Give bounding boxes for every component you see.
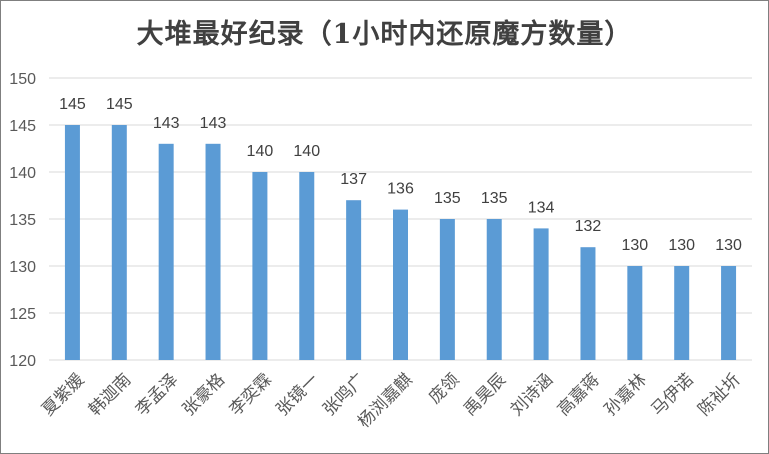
bar [299, 172, 315, 360]
bar [158, 143, 174, 360]
data-label: 135 [481, 190, 508, 207]
data-label: 130 [668, 237, 695, 254]
data-label: 140 [247, 143, 274, 160]
y-tick-label: 150 [9, 71, 36, 88]
bar [486, 219, 502, 360]
x-tick-label: 夏紫媛 [38, 370, 88, 420]
data-label: 130 [715, 237, 742, 254]
y-tick-label: 145 [9, 118, 36, 135]
x-tick-label: 禹昊辰 [460, 370, 510, 420]
y-tick-label: 140 [9, 165, 36, 182]
y-axis-ticks: 120 125 130 135 140 145 150 [9, 71, 36, 370]
data-label: 140 [293, 143, 320, 160]
x-tick-label: 李孟泽 [132, 370, 182, 420]
x-tick-label: 张镜一 [273, 370, 323, 420]
y-tick-label: 130 [9, 259, 36, 276]
data-labels: 145 145 143 143 140 140 137 136 135 135 134 132 130 1… [59, 96, 742, 254]
data-label: 132 [575, 218, 602, 235]
bar [674, 266, 690, 360]
x-tick-label: 韩迦南 [85, 370, 135, 420]
bar [64, 125, 80, 360]
bar [627, 266, 643, 360]
data-label: 130 [621, 237, 648, 254]
bars [64, 125, 737, 360]
data-label: 145 [106, 96, 133, 113]
data-label: 145 [59, 96, 86, 113]
bar [252, 172, 268, 360]
x-tick-label: 庞领 [425, 370, 463, 408]
bar [111, 125, 127, 360]
bar [533, 228, 549, 360]
bar [205, 143, 221, 360]
data-label: 135 [434, 190, 461, 207]
bar [580, 247, 596, 360]
x-tick-label: 马伊诺 [648, 370, 698, 420]
data-label: 143 [153, 115, 180, 132]
x-tick-label: 高嘉蒋 [554, 370, 604, 420]
x-tick-label: 张豪格 [178, 369, 229, 420]
x-tick-label: 刘诗涵 [507, 370, 557, 420]
chart-title: 大堆最好纪录（1小时内还原魔方数量） [136, 19, 633, 50]
x-tick-label: 孙嘉林 [601, 370, 651, 420]
data-label: 143 [200, 115, 227, 132]
x-tick-label: 陈祉圻 [694, 370, 744, 420]
data-label: 137 [340, 171, 367, 188]
bar [439, 219, 455, 360]
data-label: 134 [528, 199, 555, 216]
data-label: 136 [387, 181, 414, 198]
y-tick-label: 135 [9, 212, 36, 229]
bar [721, 266, 737, 360]
bar [346, 200, 362, 360]
bar [393, 209, 408, 360]
y-tick-label: 125 [9, 306, 36, 323]
x-tick-label: 李奕霖 [226, 370, 276, 420]
y-tick-label: 120 [9, 353, 36, 370]
